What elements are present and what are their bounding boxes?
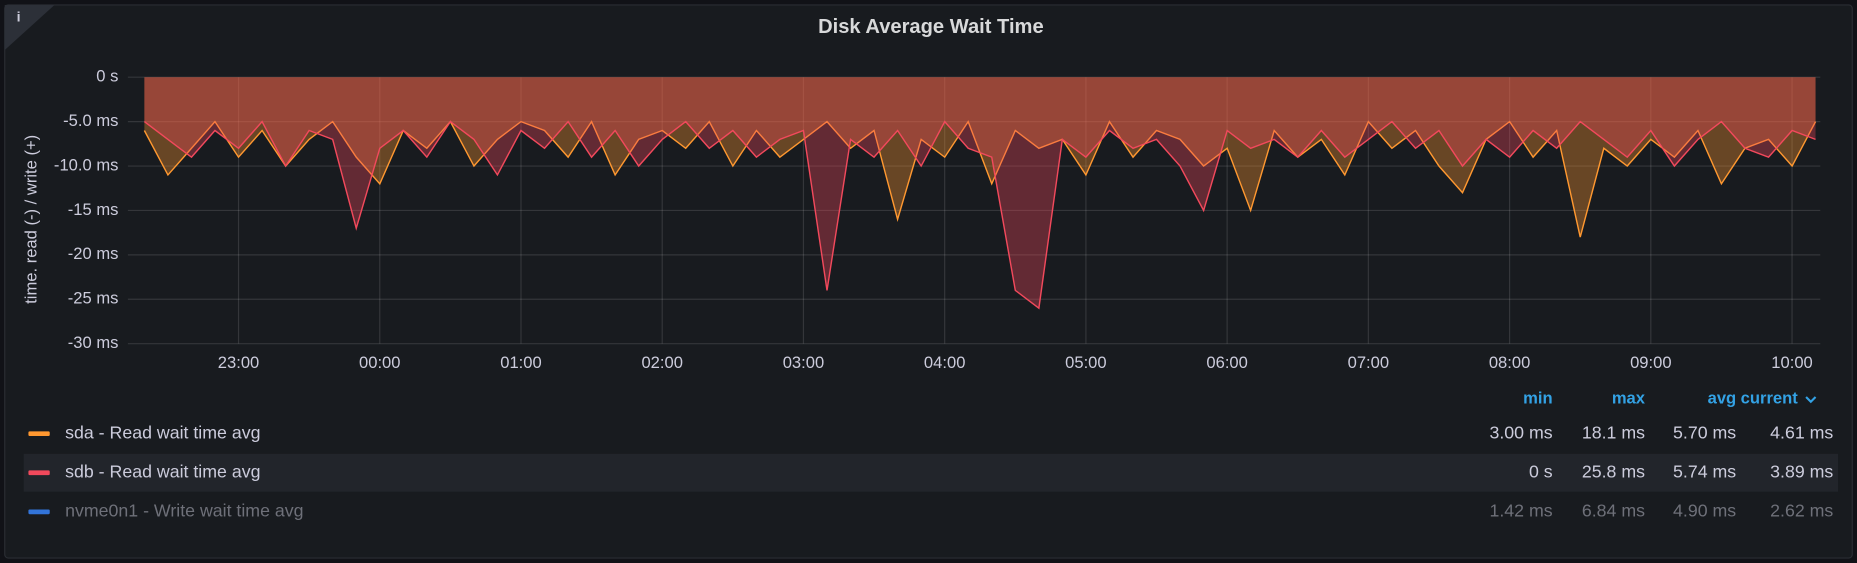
legend-stat: 6.84 ms — [1582, 501, 1645, 521]
chart-title: Disk Average Wait Time — [818, 16, 1044, 38]
legend-stat: 18.1 ms — [1582, 422, 1645, 442]
legend-stat: 2.62 ms — [1770, 501, 1833, 521]
x-tick-label: 07:00 — [1348, 353, 1390, 372]
legend-stat: 4.61 ms — [1770, 422, 1833, 442]
info-icon[interactable]: i — [17, 10, 21, 26]
legend-column-header: avg — [1708, 389, 1737, 408]
y-tick-label: -15 ms — [68, 200, 119, 219]
sort-chevron[interactable] — [1805, 396, 1817, 404]
series-area — [144, 77, 1816, 309]
x-tick-label: 01:00 — [500, 353, 542, 372]
legend-stat: 3.89 ms — [1770, 461, 1833, 481]
legend-name[interactable]: nvme0n1 - Write wait time avg — [65, 501, 303, 521]
legend-swatch — [28, 431, 50, 437]
y-axis-label: time. read (-) / write (+) — [21, 135, 40, 304]
legend-swatch — [28, 509, 50, 515]
legend-column-header: min — [1523, 389, 1552, 408]
legend-stat: 5.70 ms — [1673, 422, 1736, 442]
legend-stat: 5.74 ms — [1673, 461, 1736, 481]
legend-stat: 4.90 ms — [1673, 501, 1736, 521]
x-tick-label: 10:00 — [1771, 353, 1813, 372]
x-tick-label: 05:00 — [1065, 353, 1106, 372]
series-line — [143, 120, 1816, 310]
y-tick-label: -20 ms — [68, 244, 119, 263]
x-tick-label: 09:00 — [1630, 353, 1672, 372]
series-area — [144, 77, 1816, 238]
legend-stat: 1.42 ms — [1489, 501, 1552, 521]
legend-stat: 3.00 ms — [1489, 422, 1552, 442]
legend-column-header: current — [1741, 389, 1799, 408]
y-tick-label: -10.0 ms — [54, 155, 119, 174]
x-tick-label: 08:00 — [1489, 353, 1531, 372]
y-tick-label: -25 ms — [68, 289, 119, 308]
y-tick-label: 0 s — [96, 67, 118, 86]
legend-name[interactable]: sda - Read wait time avg — [65, 422, 260, 442]
x-tick-label: 06:00 — [1206, 353, 1247, 372]
y-tick-label: -5.0 ms — [63, 111, 118, 130]
y-tick-label: -30 ms — [68, 333, 119, 352]
legend-stat: 0 s — [1529, 461, 1553, 481]
legend-row-bg — [23, 453, 1839, 492]
legend-column-header: max — [1612, 389, 1646, 408]
x-tick-label: 00:00 — [359, 353, 401, 372]
x-tick-label: 02:00 — [641, 353, 682, 372]
legend-name[interactable]: sdb - Read wait time avg — [65, 461, 260, 481]
x-tick-label: 04:00 — [924, 353, 966, 372]
x-tick-label: 23:00 — [218, 353, 259, 372]
legend-swatch — [28, 470, 50, 476]
panel-frame — [4, 4, 1853, 559]
legend-stat: 25.8 ms — [1582, 461, 1645, 481]
x-tick-label: 03:00 — [783, 353, 825, 372]
